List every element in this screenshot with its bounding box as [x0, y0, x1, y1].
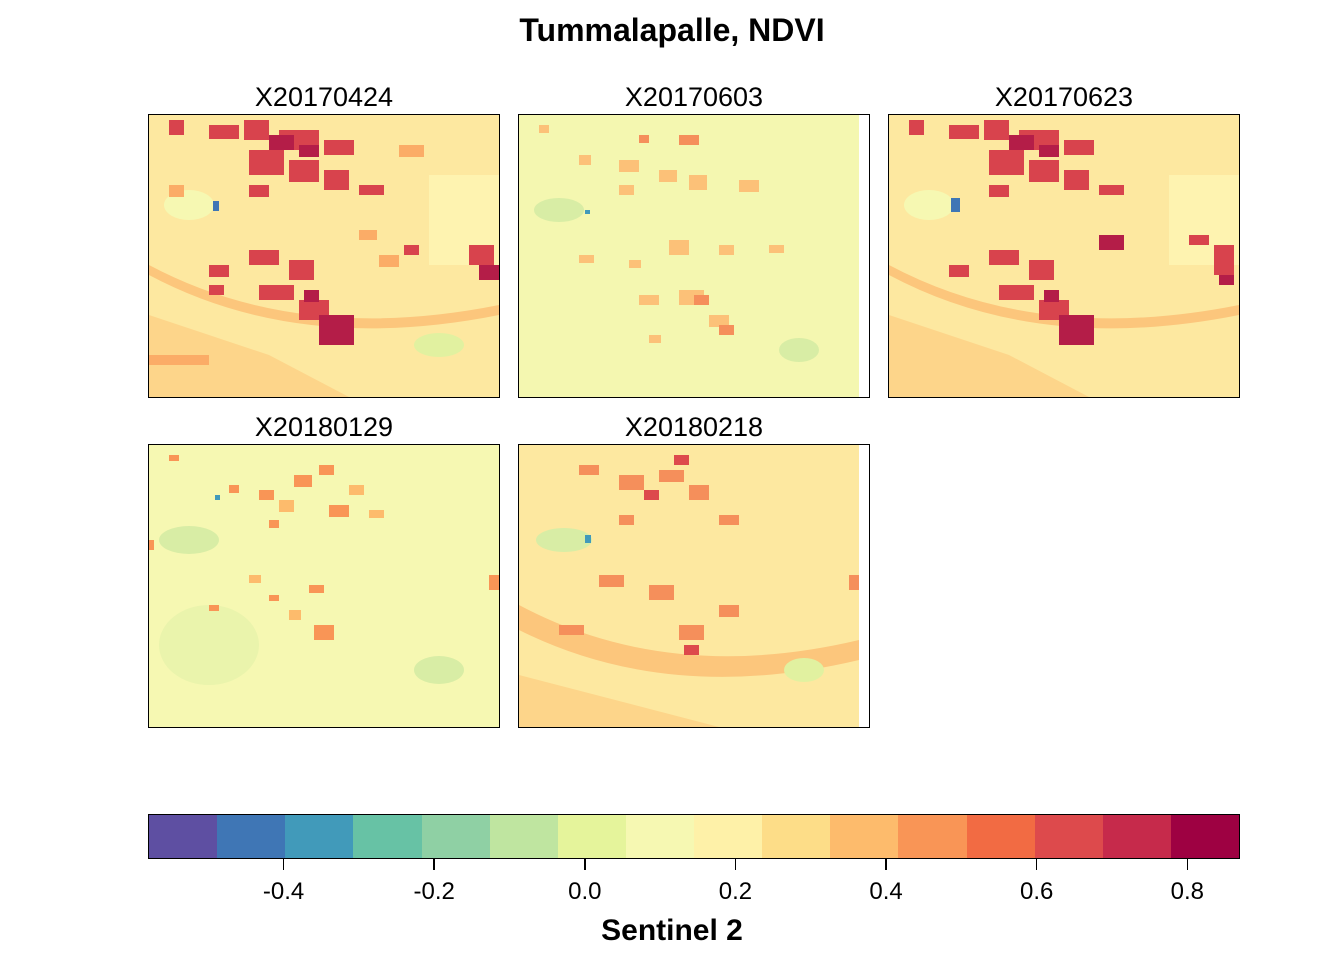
- raster-map-5: [519, 445, 869, 727]
- colorbar: [148, 814, 1240, 859]
- colorbar-bin: [149, 815, 218, 858]
- colorbar-tick-label: 0.8: [1170, 878, 1204, 905]
- colorbar-bin: [694, 815, 763, 858]
- panel-title-4: X20180129: [254, 412, 394, 442]
- colorbar-bin: [1102, 815, 1171, 858]
- raster-panel-2: [518, 114, 870, 398]
- colorbar-bin: [285, 815, 354, 858]
- colorbar-bin: [1034, 815, 1103, 858]
- colorbar-bin: [966, 815, 1035, 858]
- raster-panel-1: [148, 114, 500, 398]
- raster-map-4: [149, 445, 499, 727]
- raster-map-3: [889, 115, 1239, 397]
- colorbar-tick: [282, 858, 285, 870]
- colorbar-bin: [898, 815, 967, 858]
- colorbar-title: Sentinel 2: [601, 914, 743, 947]
- panel-title-5: X20180218: [624, 412, 764, 442]
- colorbar-bin: [489, 815, 558, 858]
- colorbar-bin: [762, 815, 831, 858]
- colorbar-tick: [584, 858, 586, 870]
- colorbar-tick: [885, 858, 887, 870]
- colorbar-bin: [421, 815, 490, 858]
- colorbar-tick-label: 0.0: [568, 878, 602, 905]
- colorbar-bin: [830, 815, 899, 858]
- panel-title-1: X20170424: [254, 82, 394, 112]
- colorbar-tick: [1035, 858, 1038, 870]
- colorbar-tick-label: 0.2: [718, 878, 753, 905]
- colorbar-bin: [1170, 815, 1239, 858]
- colorbar-bin: [353, 815, 422, 858]
- colorbar-bin: [557, 815, 626, 858]
- colorbar-tick: [734, 858, 737, 870]
- colorbar-axis: -0.4 -0.2 0.0 0.2 0.4 0.6 0.8: [0, 858, 1344, 918]
- colorbar-tick: [1186, 858, 1189, 870]
- colorbar-tick: [433, 858, 435, 870]
- raster-map-2: [519, 115, 869, 397]
- colorbar-tick-label: 0.4: [869, 878, 903, 905]
- colorbar-tick-label: 0.6: [1019, 878, 1054, 905]
- chart-title: Tummalapalle, NDVI: [519, 12, 825, 48]
- raster-panel-3: [888, 114, 1240, 398]
- panel-title-3: X20170623: [994, 82, 1134, 112]
- colorbar-bin: [217, 815, 286, 858]
- raster-panel-4: [148, 444, 500, 728]
- colorbar-bin: [625, 815, 694, 858]
- colorbar-tick-label: -0.2: [413, 878, 455, 905]
- raster-panel-5: [518, 444, 870, 728]
- raster-map-1: [149, 115, 499, 397]
- panel-title-2: X20170603: [624, 82, 764, 112]
- colorbar-tick-label: -0.4: [262, 878, 305, 905]
